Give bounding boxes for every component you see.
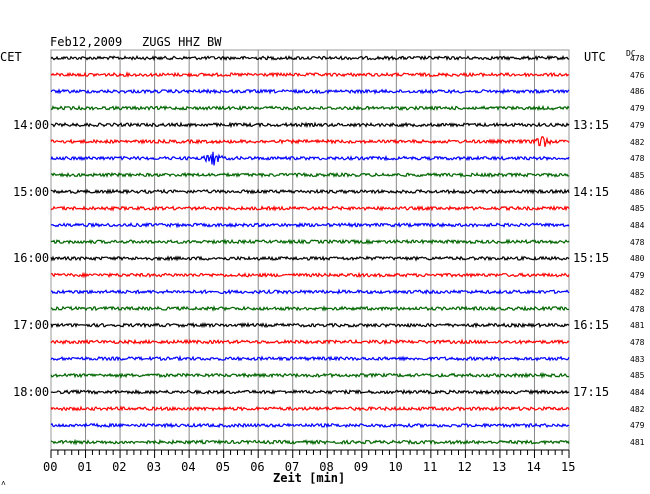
x-tick-label: 12 (457, 460, 472, 474)
dc-value: 479 (630, 120, 645, 130)
utc-hour-label: 17:15 (573, 385, 610, 399)
time-axis (50, 449, 570, 458)
trace-line (50, 121, 570, 129)
corner-mark: ˄ (1, 479, 6, 488)
dc-value: 476 (630, 70, 645, 80)
dc-value: 484 (630, 221, 645, 230)
right-timezone-label: UTC (584, 50, 606, 64)
station-label: ZUGS HHZ BW (142, 35, 222, 49)
dc-value: 478 (630, 54, 645, 63)
dc-label: DC (626, 49, 636, 58)
left-timezone-label: CET (0, 50, 22, 64)
x-tick-label: 07 (284, 460, 300, 474)
x-tick-label: 04 (181, 460, 196, 474)
dc-value: 481 (630, 321, 645, 331)
trace-line (50, 238, 570, 245)
utc-hour-label: 13:15 (573, 117, 610, 132)
trace-line (51, 288, 570, 295)
x-tick-label: 05 (215, 460, 231, 474)
trace-line (50, 204, 570, 212)
trace-line (50, 388, 570, 396)
dc-value: 482 (630, 287, 645, 297)
dc-value: 482 (630, 137, 645, 147)
dc-value: 478 (630, 154, 645, 164)
dc-value: 481 (630, 438, 645, 448)
plot-frame (50, 49, 570, 451)
dc-value: 482 (630, 404, 645, 414)
trace-line (50, 221, 570, 229)
trace-line (50, 405, 570, 412)
cet-hour-label: 18:00 (13, 385, 50, 399)
trace-line (50, 104, 570, 112)
trace-line (50, 88, 570, 95)
dc-value: 478 (630, 304, 645, 314)
dc-value: 479 (630, 421, 645, 431)
x-tick-label: 06 (250, 460, 265, 474)
trace-line (50, 188, 570, 195)
cet-hour-label: 17:00 (13, 318, 50, 333)
grid-lines (50, 49, 570, 451)
x-tick-label: 14 (526, 460, 541, 474)
dc-value: 480 (630, 254, 645, 264)
trace-line (50, 305, 570, 312)
trace-line (50, 321, 570, 329)
trace-line (50, 338, 570, 346)
trace-line (50, 422, 570, 429)
utc-hour-label: 14:15 (573, 184, 610, 199)
dc-value: 485 (630, 204, 645, 214)
utc-hour-label: 15:15 (573, 251, 610, 266)
x-axis-label: Zeit [min] (273, 471, 346, 485)
trace-line (50, 171, 570, 179)
x-tick-label: 02 (112, 460, 127, 474)
dc-value: 485 (630, 371, 645, 381)
dc-value: 478 (630, 337, 645, 347)
dc-value: 479 (630, 271, 645, 281)
trace-line (50, 55, 570, 62)
utc-hour-label: 16:15 (573, 318, 610, 333)
seismic-traces (50, 55, 570, 446)
dc-value: 486 (630, 87, 645, 97)
dc-value: 486 (630, 187, 645, 197)
x-tick-label: 15 (561, 460, 576, 474)
x-tick-label: 08 (319, 460, 334, 474)
cet-hour-label: 15:00 (13, 184, 50, 199)
trace-line (50, 371, 570, 379)
dc-value: 483 (630, 354, 645, 364)
dc-value: 478 (630, 237, 645, 247)
trace-line (50, 136, 570, 147)
x-tick-label: 00 (43, 460, 58, 474)
x-tick-label: 10 (388, 460, 403, 474)
x-tick-label: 09 (353, 460, 369, 474)
trace-line (50, 151, 570, 166)
trace-line (50, 355, 570, 362)
dc-value: 479 (630, 104, 645, 114)
cet-hour-label: 14:00 (13, 117, 50, 132)
dc-value: 485 (630, 170, 645, 180)
x-tick-label: 13 (491, 460, 507, 474)
x-tick-label: 03 (146, 460, 162, 474)
trace-line (50, 438, 570, 446)
trace-line (50, 71, 570, 79)
trace-line (50, 255, 570, 262)
dc-value: 484 (630, 388, 645, 397)
cet-hour-label: 16:00 (13, 251, 50, 266)
trace-line (50, 271, 570, 279)
x-tick-label: 11 (422, 460, 438, 474)
x-tick-label: 01 (77, 460, 92, 474)
date-label: Feb12,2009 (50, 35, 123, 49)
